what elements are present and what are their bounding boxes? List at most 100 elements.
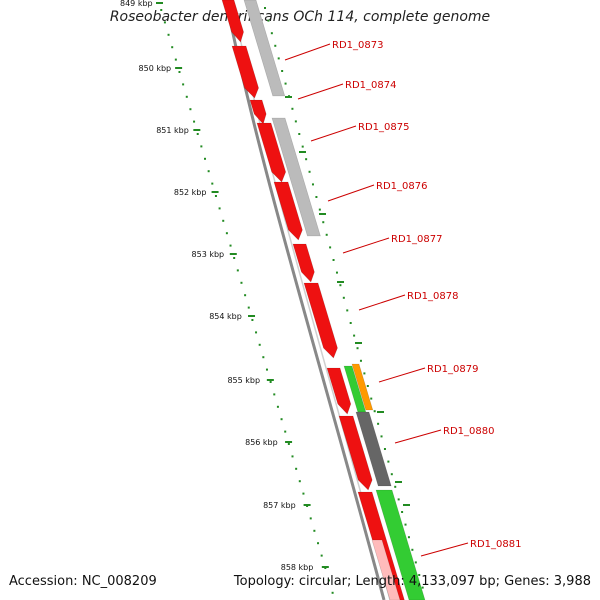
scale-dot: [276, 405, 279, 408]
kbp-label: 853 kbp: [192, 250, 225, 259]
forward-cds-block: [256, 122, 287, 183]
feature-tick-dot: [407, 536, 410, 539]
feature-tick-dot: [373, 410, 376, 413]
feature-tick-dot: [274, 44, 277, 47]
forward-cds-block: [221, 0, 244, 43]
scale-dot: [196, 133, 199, 135]
gene-label-leader: [394, 429, 442, 444]
scale-dot: [218, 207, 221, 210]
map-title: Roseobacter denitrificans OCh 114, compl…: [109, 9, 491, 25]
scale-dot: [324, 567, 327, 569]
scale-dot: [222, 219, 225, 222]
feature-tick-dot: [267, 19, 270, 22]
scale-dot: [313, 529, 316, 532]
scale-dot: [193, 120, 196, 123]
scale-dot: [240, 281, 243, 284]
kbp-label: 857 kbp: [263, 501, 296, 510]
pseudo-gene-block: [355, 411, 392, 487]
scale-dot: [244, 294, 247, 297]
feature-tick-dot: [291, 107, 294, 110]
feature-tick-dot: [414, 561, 417, 564]
feature-tick-dot: [284, 82, 287, 85]
scale-dot: [284, 430, 287, 433]
scale-dot: [262, 356, 265, 359]
other-feature-block: [351, 363, 374, 411]
feature-tick-dot: [339, 284, 342, 287]
kbp-label: 855 kbp: [227, 376, 260, 385]
forward-cds-block: [292, 243, 315, 283]
forward-cds-block: [326, 367, 352, 415]
feature-tick-dot: [383, 448, 386, 450]
kbp-label: 851 kbp: [156, 126, 189, 135]
gene-label: RD1_0874: [345, 80, 396, 91]
scale-dot: [236, 269, 239, 272]
scale-dot: [163, 21, 166, 24]
feature-tick-dot: [270, 32, 273, 35]
scale-dot: [211, 182, 214, 185]
feature-tick-dot: [301, 145, 304, 148]
feature-tick-dot: [298, 133, 301, 135]
kbp-label: 849 kbp: [120, 0, 153, 8]
gene-label: RD1_0876: [376, 181, 427, 192]
feature-tick-dot: [308, 170, 311, 173]
kbp-label: 856 kbp: [245, 438, 278, 447]
scale-dot: [327, 579, 330, 582]
feature-tick-dot: [342, 296, 345, 299]
gene-label: RD1_0880: [443, 426, 494, 437]
feature-tick-dot: [294, 120, 297, 123]
scale-dot: [204, 157, 207, 160]
kbp-label: 858 kbp: [281, 563, 314, 572]
reverse-cds-block: [243, 0, 286, 97]
dotted-scale-track: [160, 9, 334, 594]
feature-track: [221, 0, 426, 600]
forward-cds-block: [231, 45, 259, 99]
gene-label-leader: [327, 184, 375, 202]
feature-tick-dot: [397, 498, 400, 501]
feature-tick-dot: [366, 385, 369, 387]
kbp-label: 850 kbp: [139, 64, 172, 73]
gene-label: RD1_0875: [358, 122, 409, 133]
feature-tick-dot: [404, 523, 407, 526]
scale-dot: [214, 195, 217, 197]
feature-tick-dot: [353, 334, 356, 337]
forward-cds-block: [303, 282, 338, 359]
scale-dot: [229, 244, 232, 247]
feature-tick-dot: [363, 372, 366, 375]
feature-tick-dot: [264, 7, 266, 9]
scale-dot: [320, 554, 323, 557]
feature-tick-dot: [277, 57, 280, 60]
kbp-label: 852 kbp: [174, 188, 207, 197]
feature-tick-dot: [370, 397, 373, 400]
scale-dot: [174, 58, 177, 61]
scale-dot: [171, 46, 174, 49]
scale-dot: [302, 492, 305, 495]
feature-tick-dot: [421, 586, 424, 589]
feature-tick-dot: [401, 511, 404, 513]
gene-label-leader: [297, 83, 344, 100]
gene-label-layer: RD1_0873 RD1_0874 RD1_0875 RD1_0876 RD1_0877…: [284, 40, 521, 557]
scale-dot: [247, 306, 250, 309]
feature-tick-dot: [390, 473, 393, 476]
feature-tick-dot: [329, 246, 332, 249]
feature-tick-dot: [332, 259, 335, 261]
kbp-label: 854 kbp: [209, 312, 242, 321]
reverse-cds-block: [271, 117, 321, 237]
feature-tick-dot: [349, 322, 352, 324]
scale-dot: [298, 480, 301, 483]
genome-summary-text: Topology: circular; Length: 4,133,097 bp…: [233, 574, 591, 589]
scale-dot: [185, 95, 188, 98]
scale-dot: [225, 232, 228, 235]
scale-dot: [309, 517, 312, 520]
feature-tick-dot: [346, 309, 349, 312]
scale-dot: [167, 33, 170, 36]
gene-label: RD1_0878: [407, 291, 458, 302]
accession-text: Accession: NC_008209: [9, 574, 157, 589]
scale-dot: [178, 71, 181, 73]
forward-cds-highlight: [371, 539, 401, 600]
forward-cds-block: [249, 99, 267, 125]
scale-dot: [291, 455, 294, 458]
gene-label-leader: [420, 542, 469, 557]
feature-tick-dot: [322, 221, 325, 224]
scale-dot: [295, 467, 298, 470]
feature-tick-dot: [335, 271, 338, 274]
